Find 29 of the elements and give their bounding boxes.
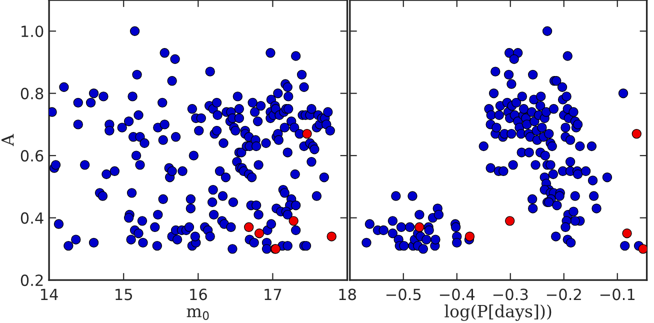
x-tick-label: −0.2: [546, 288, 581, 300]
x-tick-label: 17: [264, 288, 282, 300]
y-tick-label: 1.0: [22, 26, 44, 38]
x-tick-label: 15: [116, 288, 132, 300]
point: [288, 216, 298, 226]
point: [254, 228, 264, 238]
x-tick-label: −0.5: [386, 288, 421, 300]
point: [326, 232, 336, 242]
y-tick-label: 0.6: [20, 150, 44, 162]
x-tick-label: 18: [339, 288, 356, 300]
x-tick-label: 16: [190, 288, 207, 300]
y-tick-label: 0.4: [20, 212, 44, 224]
x-tick-label: 14: [41, 288, 58, 300]
point: [464, 232, 475, 242]
x-axis-title: m$_{0}$: [186, 308, 209, 320]
x-tick-label: −0.3: [493, 288, 528, 300]
x-axis-title: log(P[days])): [444, 304, 552, 321]
point: [638, 244, 647, 254]
y-tick-label: 0.2: [20, 274, 43, 286]
y-axis-title: A: [1, 134, 14, 146]
point: [632, 128, 642, 139]
x-tick-label: −0.4: [440, 288, 475, 300]
point: [505, 216, 515, 226]
point: [302, 128, 312, 139]
point: [244, 222, 254, 232]
point: [414, 222, 424, 232]
y-tick-label: 0.8: [20, 88, 44, 100]
point: [622, 228, 632, 238]
x-tick-label: −0.1: [600, 288, 635, 300]
